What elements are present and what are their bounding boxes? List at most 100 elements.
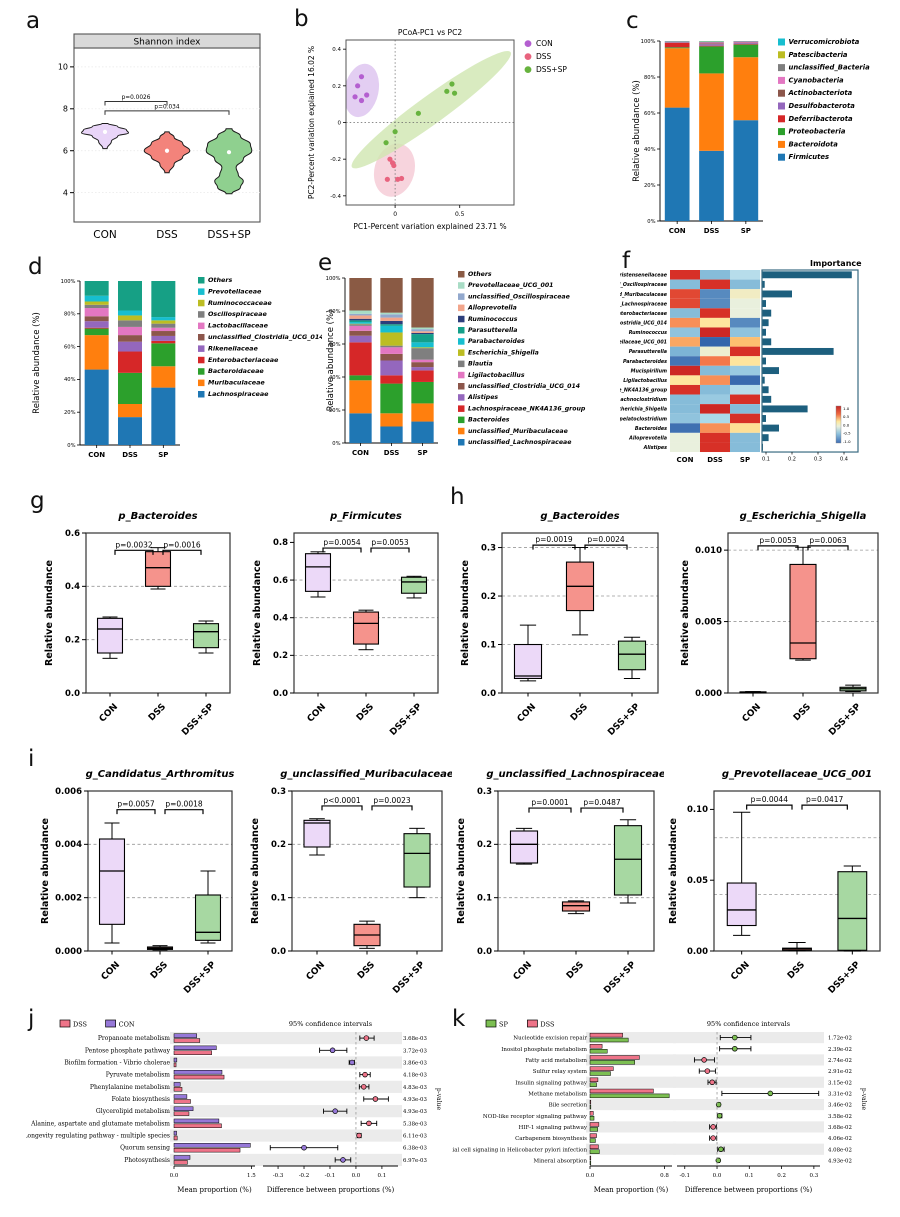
svg-text:-0.3: -0.3: [273, 1173, 284, 1179]
svg-text:PC1-Percent variation explaine: PC1-Percent variation explained 23.71 %: [353, 222, 506, 231]
svg-text:Parasutterella: Parasutterella: [468, 326, 517, 334]
panel-letter-e: e: [318, 250, 333, 276]
svg-text:3.58e-02: 3.58e-02: [828, 1114, 852, 1120]
svg-text:Alanine, aspartate and glutama: Alanine, aspartate and glutamate metabol…: [30, 1120, 170, 1127]
panel-letter-a: a: [26, 8, 41, 34]
svg-text:Biofilm formation - Vibrio cho: Biofilm formation - Vibrio cholerae: [64, 1059, 170, 1066]
svg-text:unclassified_Lachnospiraceae: unclassified_Lachnospiraceae: [468, 439, 571, 446]
svg-text:PCoA-PC1 vs PC2: PCoA-PC1 vs PC2: [398, 28, 462, 37]
svg-text:DSS: DSS: [356, 960, 377, 981]
svg-text:Alistipes: Alistipes: [467, 393, 498, 401]
svg-text:Shannon index: Shannon index: [133, 38, 201, 48]
svg-text:Difference between proportions: Difference between proportions (%): [267, 1186, 395, 1194]
svg-text:p=0.0001: p=0.0001: [531, 798, 569, 807]
svg-text:0.2: 0.2: [788, 457, 796, 463]
svg-text:Unclassified_Lachnospiraceae: Unclassified_Lachnospiraceae: [620, 301, 668, 307]
svg-text:Muribaculaceae: Muribaculaceae: [208, 379, 265, 387]
svg-text:0.006: 0.006: [55, 787, 82, 797]
svg-text:Oscillospiraceae: Oscillospiraceae: [208, 310, 267, 318]
svg-text:2.91e-02: 2.91e-02: [828, 1069, 852, 1075]
svg-text:CON: CON: [88, 451, 105, 459]
svg-text:100%: 100%: [326, 276, 341, 282]
svg-text:0.3: 0.3: [271, 787, 286, 797]
svg-text:p_Firmicutes: p_Firmicutes: [329, 511, 402, 522]
svg-text:20%: 20%: [64, 410, 76, 416]
genus-stacked-bar-chart: 0% 20% 40% 60% 80% 100% CON DSS SP Relative abund…: [322, 266, 634, 488]
svg-text:10: 10: [58, 63, 68, 72]
svg-text:DSS+SP: DSS+SP: [536, 65, 567, 74]
svg-text:3.15e-02: 3.15e-02: [828, 1080, 852, 1086]
svg-text:6: 6: [63, 147, 68, 156]
svg-text:CON: CON: [729, 960, 751, 982]
svg-text:p=0.0023: p=0.0023: [373, 796, 411, 805]
svg-text:DSS: DSS: [707, 456, 723, 464]
svg-text:4.83e-03: 4.83e-03: [403, 1085, 427, 1091]
svg-text:-0.4: -0.4: [330, 194, 341, 200]
boxplot-g-candidatus-arthromitus: g_Candidatus_Arthromitus 0.000 0.002 0.004 0…: [36, 761, 242, 1011]
svg-text:3.31e-02: 3.31e-02: [828, 1091, 852, 1097]
svg-text:g_Escherichia_Shigella: g_Escherichia_Shigella: [740, 511, 867, 522]
svg-text:CON: CON: [98, 702, 120, 724]
svg-text:Relative abundance: Relative abundance: [456, 818, 467, 924]
svg-text:unclassified_Clostridia_UCG_01: unclassified_Clostridia_UCG_014: [208, 333, 322, 341]
svg-text:Pyruvate metabolism: Pyruvate metabolism: [106, 1072, 171, 1079]
svg-text:DSS: DSS: [355, 702, 376, 723]
family-stacked-bar-chart: 0% 20% 40% 60% 80% 100% CON DSS SP Relative abund…: [28, 270, 324, 488]
svg-text:6.97e-03: 6.97e-03: [403, 1158, 427, 1164]
svg-text:p=0.0026: p=0.0026: [122, 95, 151, 101]
svg-text:Prevotellaceae_UCG_001: Prevotellaceae_UCG_001: [468, 281, 553, 289]
svg-text:3.46e-02: 3.46e-02: [828, 1103, 852, 1109]
svg-text:0.3: 0.3: [814, 457, 822, 463]
svg-text:Relative abundance: Relative abundance: [252, 560, 263, 666]
svg-text:40%: 40%: [329, 375, 341, 381]
svg-text:p=0.0044: p=0.0044: [751, 795, 789, 804]
svg-text:Parabacteroides: Parabacteroides: [623, 359, 667, 365]
svg-text:3.68e-03: 3.68e-03: [403, 1036, 427, 1042]
svg-text:4.18e-03: 4.18e-03: [403, 1073, 427, 1079]
svg-text:DSS: DSS: [536, 52, 552, 61]
svg-text:Relative abundance: Relative abundance: [44, 560, 55, 666]
svg-text:PC2-Percent variation explaine: PC2-Percent variation explained 16.02 %: [307, 46, 316, 199]
svg-text:Firmicutes: Firmicutes: [789, 153, 830, 161]
svg-text:0.2: 0.2: [271, 840, 286, 850]
svg-text:0.6: 0.6: [65, 529, 80, 539]
svg-text:Bacteroides: Bacteroides: [468, 416, 510, 424]
svg-text:p=0.0054: p=0.0054: [323, 538, 361, 547]
svg-text:0.1: 0.1: [378, 1173, 387, 1179]
svg-text:p=0.0016: p=0.0016: [163, 540, 201, 549]
svg-text:p-value: p-value: [860, 1088, 867, 1111]
svg-text:0.2: 0.2: [777, 1173, 786, 1179]
svg-text:0.00: 0.00: [687, 947, 708, 957]
svg-text:Actinobacteriota: Actinobacteriota: [788, 89, 853, 97]
svg-text:DSS+SP: DSS+SP: [602, 960, 638, 996]
svg-text:0.0: 0.0: [271, 947, 286, 957]
svg-text:unclassified_Bacteria: unclassified_Bacteria: [789, 64, 871, 72]
svg-text:DSS: DSS: [147, 702, 168, 723]
svg-text:0.8: 0.8: [660, 1173, 669, 1179]
svg-text:3.68e-02: 3.68e-02: [828, 1125, 852, 1131]
svg-text:DSS+SP: DSS+SP: [207, 229, 250, 241]
svg-text:CON: CON: [512, 960, 534, 982]
svg-text:CON: CON: [536, 39, 553, 48]
svg-text:p=0.0057: p=0.0057: [117, 800, 155, 809]
svg-text:unclassified_Oscillospiraceae: unclassified_Oscillospiraceae: [468, 293, 570, 300]
svg-text:4: 4: [63, 188, 68, 197]
svg-text:DSS: DSS: [704, 227, 720, 235]
svg-text:-0.1: -0.1: [325, 1173, 336, 1179]
boxplot-g-unclassified-muribaculaceae: g_unclassified_Muribaculaceae 0.0 0.1 0.2 0.…: [246, 761, 454, 1011]
svg-text:Unclassified_Christensenellace: Unclassified_Christensenellaceae: [620, 273, 668, 279]
svg-text:0.1: 0.1: [271, 893, 286, 903]
svg-text:0.005: 0.005: [695, 617, 722, 627]
svg-text:Bacteroidota: Bacteroidota: [789, 140, 839, 148]
svg-text:4.93e-03: 4.93e-03: [403, 1109, 427, 1115]
svg-text:NOD-like receptor signaling pa: NOD-like receptor signaling pathway: [483, 1114, 588, 1120]
boxplot-g-bacteroides: g_Bacteroides 0.0 0.1 0.2 0.3 Relative abunda…: [456, 503, 668, 753]
svg-text:Relative abundance: Relative abundance: [460, 560, 471, 666]
panel-letter-f: f: [622, 248, 631, 274]
svg-text:Ligilactobacillus: Ligilactobacillus: [468, 371, 525, 379]
svg-text:p=0.0018: p=0.0018: [165, 800, 203, 809]
svg-text:0.3: 0.3: [477, 787, 492, 797]
svg-text:Desulfobacterota: Desulfobacterota: [789, 102, 856, 110]
svg-text:p_Bacteroides: p_Bacteroides: [117, 511, 197, 522]
svg-text:0.002: 0.002: [55, 893, 82, 903]
